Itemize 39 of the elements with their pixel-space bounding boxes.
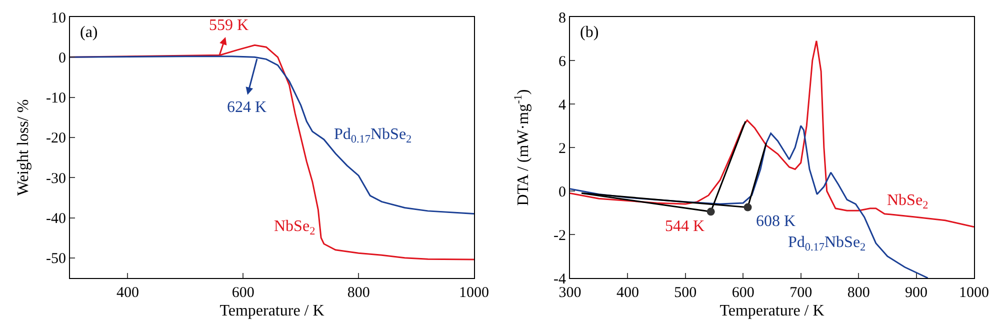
x-tick-label: 800 (347, 285, 370, 301)
x-tick-label: 500 (674, 285, 697, 301)
y-tick-label: 2 (558, 140, 566, 157)
series-label: Pd$_{0.17}$NbSe$_{2}$ (788, 234, 866, 254)
x-tick-label: 800 (847, 285, 870, 301)
x-tick-label: 900 (905, 285, 928, 301)
x-tick-label: 400 (616, 285, 639, 301)
y-tick-label: 10 (51, 10, 66, 26)
x-tick-label: 700 (790, 285, 812, 301)
y-axis-title: Weight loss/ % (15, 99, 32, 196)
x-axis-title: Temperature / K (220, 302, 325, 320)
annotation: 544 K (665, 218, 705, 235)
y-tick-label: 0 (558, 184, 566, 200)
x-axis-title: Temperature / K (720, 302, 825, 320)
annotation: 559 K (209, 17, 249, 34)
annotation: (b) (580, 24, 599, 41)
y-tick-label: -20 (46, 130, 66, 147)
y-tick-label: -10 (46, 90, 66, 107)
x-tick-label: 300 (558, 285, 582, 301)
series-label: Pd$_{0.17}$NbSe$_{2}$ (334, 126, 412, 146)
series-label: NbSe$_{2}$ (274, 218, 316, 238)
y-tick-label: 0 (58, 50, 66, 66)
y-tick-label: -50 (46, 251, 66, 268)
annotation: 624 K (227, 99, 267, 116)
x-tick-label: 400 (116, 285, 139, 301)
x-tick-label: 600 (232, 285, 254, 301)
y-tick-label: -2 (554, 228, 566, 244)
y-tick-label: -40 (46, 211, 66, 228)
x-tick-label: 600 (732, 285, 754, 301)
annotation: (a) (80, 24, 98, 41)
series-label: NbSe$_{2}$ (887, 192, 928, 212)
x-tick-label: 1000 (459, 285, 489, 301)
y-tick-label: 8 (558, 10, 566, 26)
y-tick-label: -30 (46, 170, 66, 187)
y-tick-label: 6 (558, 54, 566, 70)
y-tick-label: -4 (554, 271, 566, 288)
x-tick-label: 1000 (959, 285, 989, 301)
annotation: 608 K (756, 213, 796, 230)
y-tick-label: 4 (558, 97, 566, 114)
